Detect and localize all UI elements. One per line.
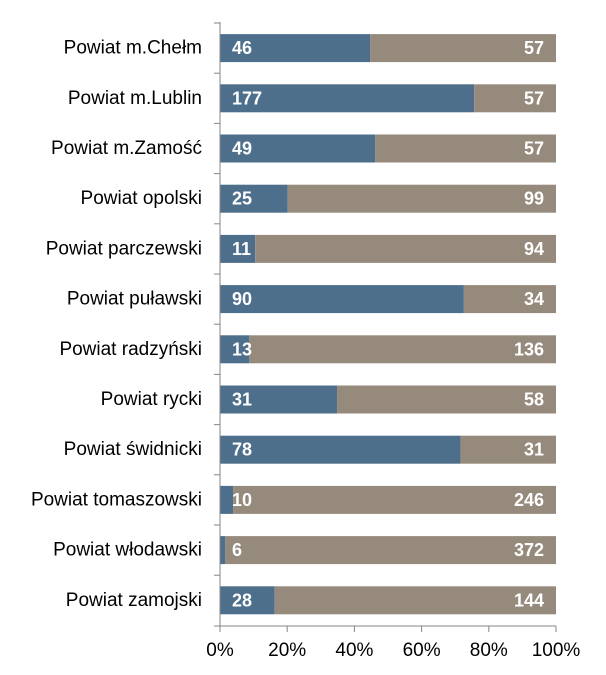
data-label: 25: [232, 189, 252, 209]
data-label: 246: [514, 490, 544, 510]
category-label: Powiat m.Zamość: [51, 138, 202, 159]
bar-segment: [220, 184, 288, 213]
category-label: Powiat parczewski: [46, 238, 202, 259]
bar-segment: [255, 234, 556, 263]
category-label: Powiat włodawski: [53, 540, 202, 561]
bar-segment: [220, 586, 275, 615]
bar-segment: [220, 234, 256, 263]
data-label: 10: [232, 490, 252, 510]
data-label: 57: [524, 38, 544, 58]
category-label: Powiat opolski: [81, 188, 202, 209]
bar-segment: [370, 34, 556, 63]
data-label: 11: [232, 239, 251, 259]
bar-segment: [220, 536, 226, 565]
data-label: 144: [514, 590, 544, 610]
axes-group: [214, 22, 557, 632]
category-label: Powiat rycki: [101, 389, 202, 410]
bar-segment: [233, 485, 556, 514]
bar-segment: [463, 285, 556, 314]
bar-segment: [220, 34, 371, 63]
category-label: Powiat radzyński: [59, 339, 202, 360]
x-tick-label: 20%: [268, 640, 306, 661]
bar-segment: [249, 335, 556, 364]
bar-segment: [220, 385, 338, 414]
category-label: Powiat puławski: [67, 289, 202, 310]
data-label: 58: [524, 390, 544, 410]
x-tick-label: 60%: [403, 640, 441, 661]
bar-segment: [460, 435, 556, 464]
bar-segment: [220, 435, 461, 464]
data-label: 31: [524, 440, 544, 460]
data-labels-group: 46 57 177 57 49 57 25 99 11 94 90 34 13 136 31 58 78 31 10…: [232, 38, 544, 610]
data-label: 78: [232, 440, 252, 460]
data-label: 49: [232, 139, 252, 159]
data-label: 136: [514, 339, 544, 359]
data-label: 99: [524, 189, 544, 209]
bar-segment: [274, 586, 556, 615]
bar-segment: [220, 335, 250, 364]
data-label: 34: [524, 289, 544, 309]
data-label: 13: [232, 339, 252, 359]
data-label: 94: [524, 239, 544, 259]
bar-segment: [375, 134, 556, 163]
category-labels-group: Powiat m.Chełm Powiat m.Lublin Powiat m.Za…: [31, 38, 202, 611]
category-label: Powiat tomaszowski: [31, 489, 202, 510]
data-label: 28: [232, 590, 252, 610]
x-tick-label: 100%: [532, 640, 581, 661]
x-tick-label: 0%: [206, 640, 234, 661]
category-label: Powiat m.Chełm: [64, 38, 202, 59]
data-label: 372: [514, 540, 544, 560]
x-tick-label: 80%: [470, 640, 508, 661]
category-label: Powiat zamojski: [66, 590, 202, 611]
bar-segment: [220, 285, 464, 314]
data-label: 177: [232, 88, 262, 108]
bar-segment: [474, 84, 556, 113]
category-label: Powiat m.Lublin: [68, 88, 202, 109]
tick-labels-group: 0% 20% 40% 60% 80% 100%: [206, 640, 580, 661]
bar-segment: [287, 184, 556, 213]
category-label: Powiat świdnicki: [64, 439, 202, 460]
bar-segment: [225, 536, 557, 565]
bar-segment: [337, 385, 556, 414]
bars-group: [220, 34, 557, 615]
data-label: 46: [232, 38, 252, 58]
bar-segment: [220, 84, 475, 113]
x-tick-label: 40%: [335, 640, 373, 661]
data-label: 57: [524, 88, 544, 108]
data-label: 31: [232, 390, 252, 410]
bar-segment: [220, 134, 376, 163]
data-label: 57: [524, 139, 544, 159]
data-label: 90: [232, 289, 252, 309]
data-label: 6: [232, 540, 242, 560]
bar-segment: [220, 485, 234, 514]
